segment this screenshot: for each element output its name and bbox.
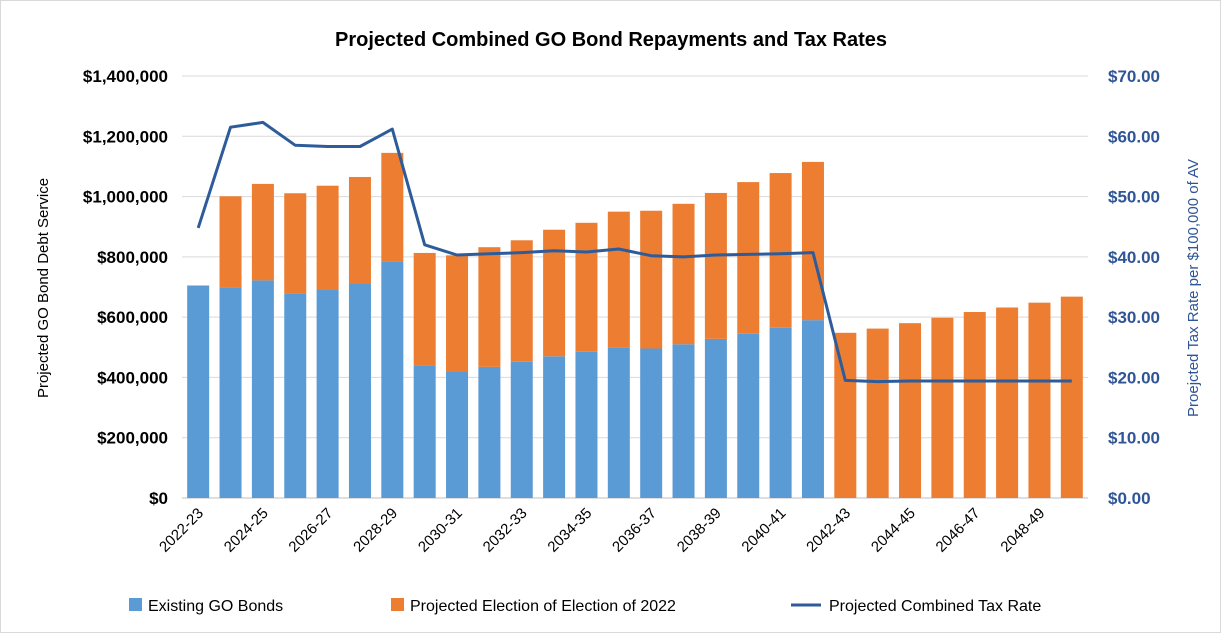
- bar: [607, 211, 630, 348]
- bar: [640, 210, 663, 349]
- right-tick-label: $40.00: [1108, 248, 1160, 267]
- bar: [284, 293, 307, 498]
- left-tick-label: $200,000: [97, 429, 168, 448]
- right-tick-label: $60.00: [1108, 127, 1160, 146]
- bar: [704, 338, 727, 498]
- bar: [381, 152, 404, 262]
- x-tick-label: 2026-27: [285, 505, 336, 556]
- bar: [737, 333, 760, 498]
- left-tick-label: $400,000: [97, 368, 168, 387]
- left-axis-ticks: $0 $200,000 $400,000 $600,000 $800,000 $1,000…: [83, 67, 168, 508]
- bar: [575, 351, 598, 498]
- left-tick-label: $1,200,000: [83, 127, 168, 146]
- right-tick-label: $30.00: [1108, 308, 1160, 327]
- x-tick-label: 2030-31: [415, 505, 466, 556]
- legend: Existing GO Bonds Projected Election of E…: [129, 598, 1041, 615]
- bar: [801, 320, 824, 498]
- x-axis-ticks: 2022-23 2024-25 2026-27 2028-29 2030-31 2032-…: [156, 505, 1048, 556]
- bar: [1060, 296, 1083, 498]
- bars: [187, 152, 1083, 498]
- bar: [769, 327, 792, 498]
- bar: [963, 312, 986, 498]
- x-tick-label: 2028-29: [350, 505, 401, 556]
- bar: [446, 372, 469, 498]
- right-tick-label: $50.00: [1108, 188, 1160, 207]
- bar: [478, 247, 501, 367]
- bar: [251, 183, 274, 281]
- x-tick-label: 2032-33: [480, 505, 531, 556]
- legend-swatch: [129, 598, 142, 611]
- bar: [801, 161, 824, 321]
- x-tick-label: 2044-45: [868, 505, 919, 556]
- bar: [866, 328, 889, 498]
- left-tick-label: $600,000: [97, 308, 168, 327]
- x-tick-label: 2034-35: [544, 505, 595, 556]
- legend-swatch: [391, 598, 404, 611]
- bar: [737, 182, 760, 334]
- x-tick-label: 2024-25: [221, 505, 272, 556]
- right-axis-ticks: $0.00 $10.00 $20.00 $30.00 $40.00 $50.00 $60.0…: [1108, 67, 1160, 508]
- x-tick-label: 2038-39: [674, 505, 725, 556]
- bar: [510, 240, 533, 362]
- bar: [219, 287, 242, 498]
- bar: [284, 193, 307, 294]
- right-tick-label: $70.00: [1108, 67, 1160, 86]
- right-tick-label: $20.00: [1108, 368, 1160, 387]
- left-tick-label: $800,000: [97, 248, 168, 267]
- x-tick-label: 2046-47: [933, 505, 984, 556]
- legend-label: Projected Combined Tax Rate: [829, 598, 1041, 615]
- tax-rate-polyline: [196, 120, 1072, 384]
- bar: [672, 344, 695, 498]
- bar: [316, 290, 339, 498]
- right-axis-title: Proejcted Tax Rate per $100,000 of AV: [1185, 159, 1202, 417]
- bar: [543, 229, 566, 357]
- tax-rate-line: [196, 120, 1072, 384]
- bar: [672, 203, 695, 345]
- left-axis-title: Projected GO Bond Debt Service: [35, 178, 52, 398]
- legend-label: Existing GO Bonds: [148, 598, 283, 615]
- left-tick-label: $1,000,000: [83, 188, 168, 207]
- bar: [899, 323, 922, 498]
- bar: [446, 255, 469, 373]
- x-tick-label: 2036-37: [609, 505, 660, 556]
- bar: [381, 261, 404, 498]
- bar: [187, 285, 210, 498]
- bar: [510, 361, 533, 498]
- bar: [996, 307, 1019, 498]
- x-tick-label: 2022-23: [156, 505, 207, 556]
- bar: [348, 176, 371, 284]
- left-tick-label: $1,400,000: [83, 67, 168, 86]
- bar: [607, 347, 630, 498]
- chart-title: Projected Combined GO Bond Repayments an…: [335, 29, 887, 51]
- x-tick-label: 2042-43: [803, 505, 854, 556]
- x-tick-label: 2040-41: [738, 505, 789, 556]
- right-tick-label: $0.00: [1108, 489, 1151, 508]
- bar: [348, 283, 371, 498]
- bar: [413, 365, 436, 498]
- bar: [1028, 302, 1051, 498]
- bar: [478, 366, 501, 498]
- bar: [769, 173, 792, 328]
- bar: [704, 192, 727, 339]
- bar: [575, 222, 598, 352]
- x-tick-label: 2048-49: [997, 505, 1048, 556]
- bar: [543, 356, 566, 498]
- bar: [931, 317, 954, 498]
- left-tick-label: $0: [149, 489, 168, 508]
- bar: [219, 196, 242, 288]
- right-tick-label: $10.00: [1108, 429, 1160, 448]
- bar: [640, 348, 663, 498]
- bar: [413, 252, 436, 366]
- bar: [251, 280, 274, 498]
- bar: [316, 185, 339, 291]
- legend-label: Projected Election of Election of 2022: [410, 598, 676, 615]
- bar: [834, 332, 857, 498]
